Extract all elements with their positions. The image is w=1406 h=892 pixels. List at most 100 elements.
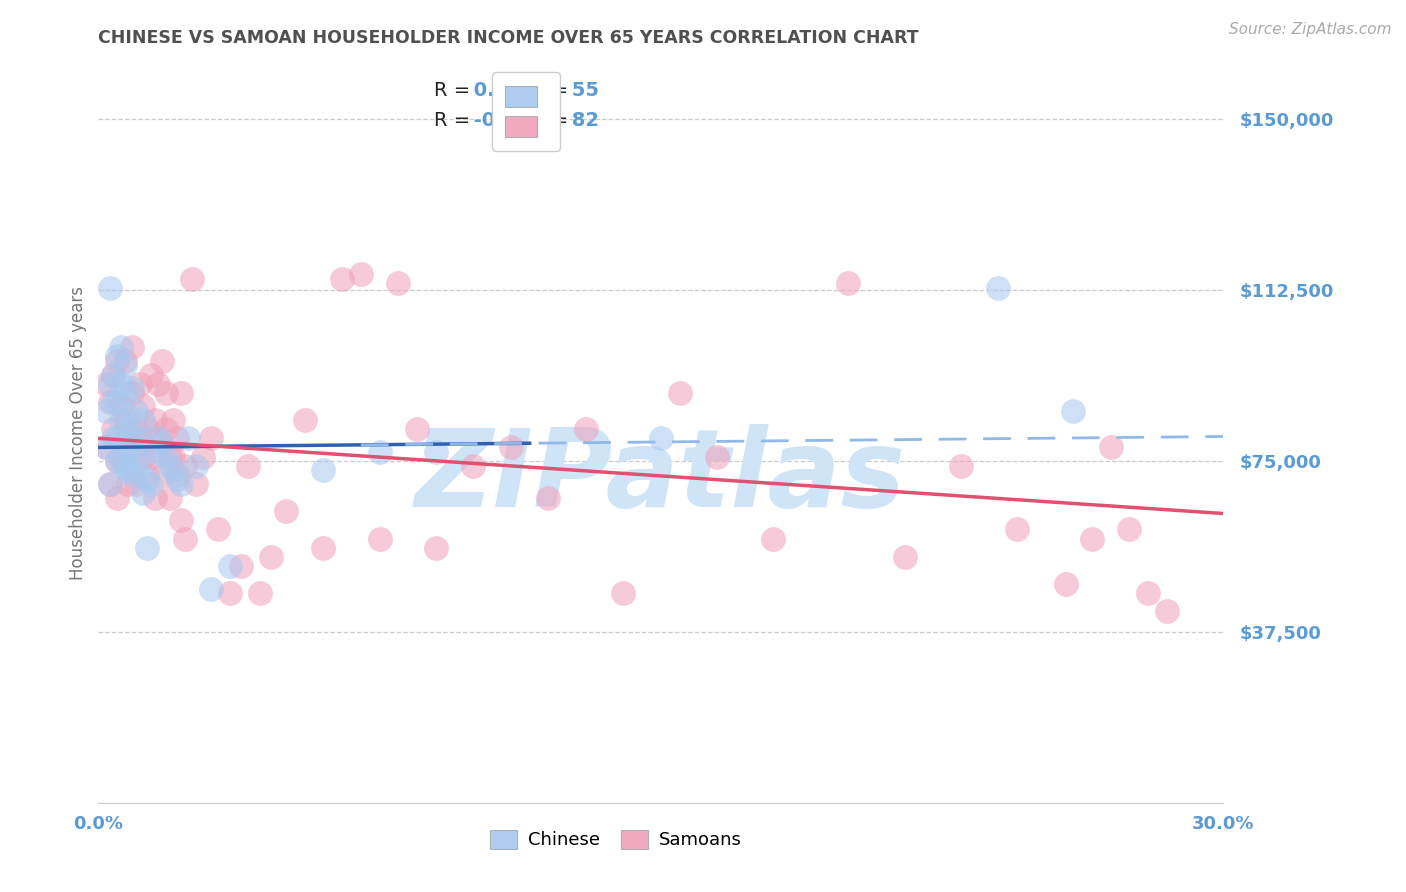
Point [170,385,193,400]
Point [139,476,162,491]
Point [98,395,121,409]
Point [136,422,159,436]
Point [105,395,128,409]
Point [837,277,859,291]
Point [105,491,128,505]
Point [105,431,128,445]
Point [166,472,188,486]
Point [177,431,200,445]
Point [218,586,240,600]
Point [1054,577,1077,591]
Point [368,532,391,546]
Point [184,458,207,473]
Point [207,523,229,537]
Point [125,422,148,436]
Point [110,413,132,427]
Point [148,431,170,445]
Point [121,385,143,400]
Point [128,376,150,391]
Point [121,340,143,354]
Point [125,463,148,477]
Point [1156,604,1178,618]
Point [128,431,150,445]
Point [150,467,173,482]
Point [98,376,121,391]
Point [121,381,143,395]
Text: 82: 82 [565,112,599,130]
Text: 55: 55 [565,81,599,100]
Point [117,476,139,491]
Point [650,431,672,445]
Point [125,404,148,418]
Point [706,450,728,464]
Point [114,441,136,455]
Point [114,359,136,373]
Point [1005,523,1028,537]
Text: N =: N = [531,81,568,100]
Point [132,450,155,464]
Point [229,558,252,573]
Point [125,441,148,455]
Point [110,400,132,414]
Point [537,491,560,505]
Point [949,458,972,473]
Point [114,458,136,473]
Point [463,458,485,473]
Point [114,354,136,368]
Point [94,441,117,455]
Point [218,558,240,573]
Point [136,472,159,486]
Point [1081,532,1104,546]
Point [1137,586,1160,600]
Point [136,541,159,555]
Point [103,395,125,409]
Point [330,272,353,286]
Point [132,413,155,427]
Y-axis label: Householder Income Over 65 years: Householder Income Over 65 years [69,285,87,580]
Point [114,385,136,400]
Point [170,476,193,491]
Point [893,549,915,564]
Point [143,413,166,427]
Point [105,349,128,363]
Point [103,368,125,382]
Point [148,376,170,391]
Point [173,458,195,473]
Point [200,431,222,445]
Point [128,431,150,445]
Point [1062,404,1084,418]
Point [155,422,177,436]
Point [143,491,166,505]
Point [132,486,155,500]
Point [110,454,132,468]
Point [668,385,690,400]
Point [193,450,215,464]
Point [159,458,181,473]
Point [117,431,139,445]
Point [139,368,162,382]
Text: N =: N = [531,112,568,130]
Point [181,272,204,286]
Point [110,450,132,464]
Point [162,413,184,427]
Point [117,445,139,459]
Text: -0.168: -0.168 [467,112,544,130]
Point [121,467,143,482]
Point [98,476,121,491]
Point [110,340,132,354]
Point [105,454,128,468]
Text: R =: R = [433,81,470,100]
Point [260,549,283,564]
Point [148,431,170,445]
Point [117,409,139,423]
Point [312,463,335,477]
Point [128,450,150,464]
Point [103,431,125,445]
Point [98,281,121,295]
Point [125,476,148,491]
Point [94,376,117,391]
Point [575,422,598,436]
Point [155,450,177,464]
Point [406,422,429,436]
Legend: Chinese, Samoans: Chinese, Samoans [482,823,749,856]
